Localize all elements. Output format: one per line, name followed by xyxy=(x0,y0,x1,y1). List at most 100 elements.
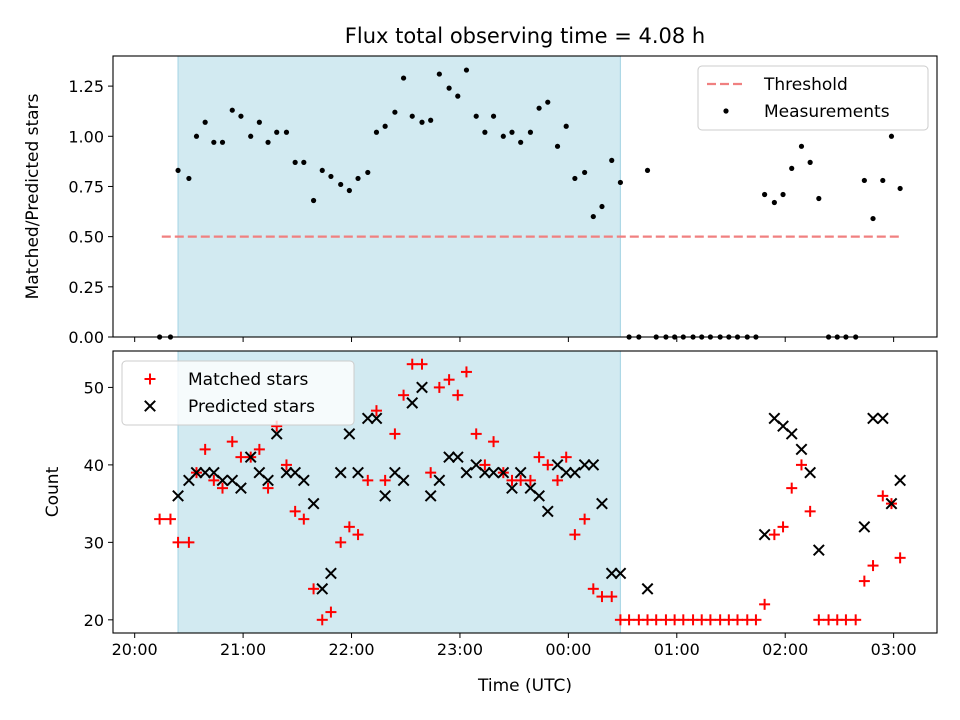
data-point xyxy=(816,195,822,202)
marker-stroke xyxy=(578,458,591,471)
data-point xyxy=(361,412,374,425)
data-point xyxy=(533,489,546,502)
marker-stroke xyxy=(514,466,527,479)
data-point xyxy=(397,474,410,487)
y-tick-label: 1.00 xyxy=(68,127,104,146)
data-point xyxy=(732,614,744,626)
data-point xyxy=(343,427,356,440)
data-point xyxy=(650,614,662,626)
data-point xyxy=(867,560,879,572)
marker-stroke xyxy=(370,412,383,425)
data-point xyxy=(587,458,600,471)
data-point xyxy=(211,139,217,145)
marker-stroke xyxy=(207,466,220,479)
data-point xyxy=(812,544,825,557)
marker-stroke xyxy=(443,451,456,464)
data-point xyxy=(582,169,588,176)
data-point xyxy=(596,591,608,603)
data-point xyxy=(795,443,808,456)
data-point xyxy=(419,119,425,125)
data-point xyxy=(470,428,482,440)
legend-label: Threshold xyxy=(763,75,848,95)
marker-stroke xyxy=(551,458,564,471)
data-point xyxy=(172,536,184,548)
data-point xyxy=(587,583,599,595)
data-point xyxy=(568,466,581,479)
data-point xyxy=(406,358,418,370)
marker-stroke xyxy=(244,451,257,464)
data-point xyxy=(488,436,500,448)
data-point xyxy=(560,466,573,479)
data-point xyxy=(596,497,608,510)
data-point xyxy=(858,520,871,533)
data-point xyxy=(870,215,876,222)
data-point xyxy=(343,521,355,533)
data-point xyxy=(894,474,907,487)
data-point xyxy=(786,482,798,494)
marker-stroke xyxy=(361,412,374,425)
data-point xyxy=(406,396,419,409)
data-point xyxy=(578,458,591,471)
marker-stroke xyxy=(487,466,500,479)
data-point xyxy=(244,451,257,464)
data-point xyxy=(379,489,392,502)
marker-stroke xyxy=(596,497,608,510)
marker-stroke xyxy=(785,427,798,440)
marker-stroke xyxy=(506,482,518,495)
data-point xyxy=(398,389,410,401)
marker-stroke xyxy=(379,489,392,502)
marker-stroke xyxy=(190,466,203,479)
y-tick-label: 40 xyxy=(84,456,104,475)
marker-stroke xyxy=(307,497,320,510)
data-point xyxy=(433,474,446,487)
data-point xyxy=(451,451,464,464)
data-point xyxy=(554,143,561,149)
marker-stroke xyxy=(858,520,871,533)
data-point xyxy=(400,75,407,81)
ratio-panel: 0.00 0.25 0.50 0.75 1.00 1.25 Matched/Predicte… xyxy=(23,55,938,347)
data-point xyxy=(352,466,364,479)
x-axis-label: Time (UTC) xyxy=(477,676,572,696)
data-point xyxy=(316,614,328,626)
marker-stroke xyxy=(406,396,419,409)
data-point xyxy=(514,466,527,479)
data-point xyxy=(500,133,506,139)
data-point xyxy=(762,191,768,198)
data-point xyxy=(795,459,807,471)
data-point xyxy=(609,157,615,163)
data-point xyxy=(280,466,293,479)
data-point xyxy=(202,119,208,125)
data-point xyxy=(473,113,479,119)
data-point xyxy=(274,129,280,135)
data-point xyxy=(777,521,789,533)
data-point xyxy=(798,143,805,149)
data-point xyxy=(623,614,635,626)
marker-stroke xyxy=(397,474,410,487)
data-point xyxy=(804,466,817,479)
data-point xyxy=(226,436,238,448)
data-point xyxy=(563,123,569,129)
data-point xyxy=(605,567,618,580)
data-point xyxy=(352,529,364,541)
data-point xyxy=(164,513,176,525)
data-point xyxy=(365,169,371,176)
marker-stroke xyxy=(894,474,907,487)
data-point xyxy=(183,536,195,548)
data-point xyxy=(533,451,545,463)
marker-stroke xyxy=(226,474,239,487)
data-point xyxy=(235,451,247,463)
y-tick-label: 0.25 xyxy=(68,278,104,297)
data-point xyxy=(614,567,627,580)
data-point xyxy=(253,443,265,455)
data-point xyxy=(758,528,771,541)
data-point xyxy=(316,582,329,595)
y-tick-label: 1.25 xyxy=(68,77,104,96)
x-tick-label: 02:00 xyxy=(762,640,808,659)
data-point xyxy=(416,381,428,394)
marker-stroke xyxy=(280,466,293,479)
marker-stroke xyxy=(144,400,156,412)
data-point xyxy=(443,374,455,386)
marker-stroke xyxy=(343,427,356,440)
data-point xyxy=(536,105,542,111)
